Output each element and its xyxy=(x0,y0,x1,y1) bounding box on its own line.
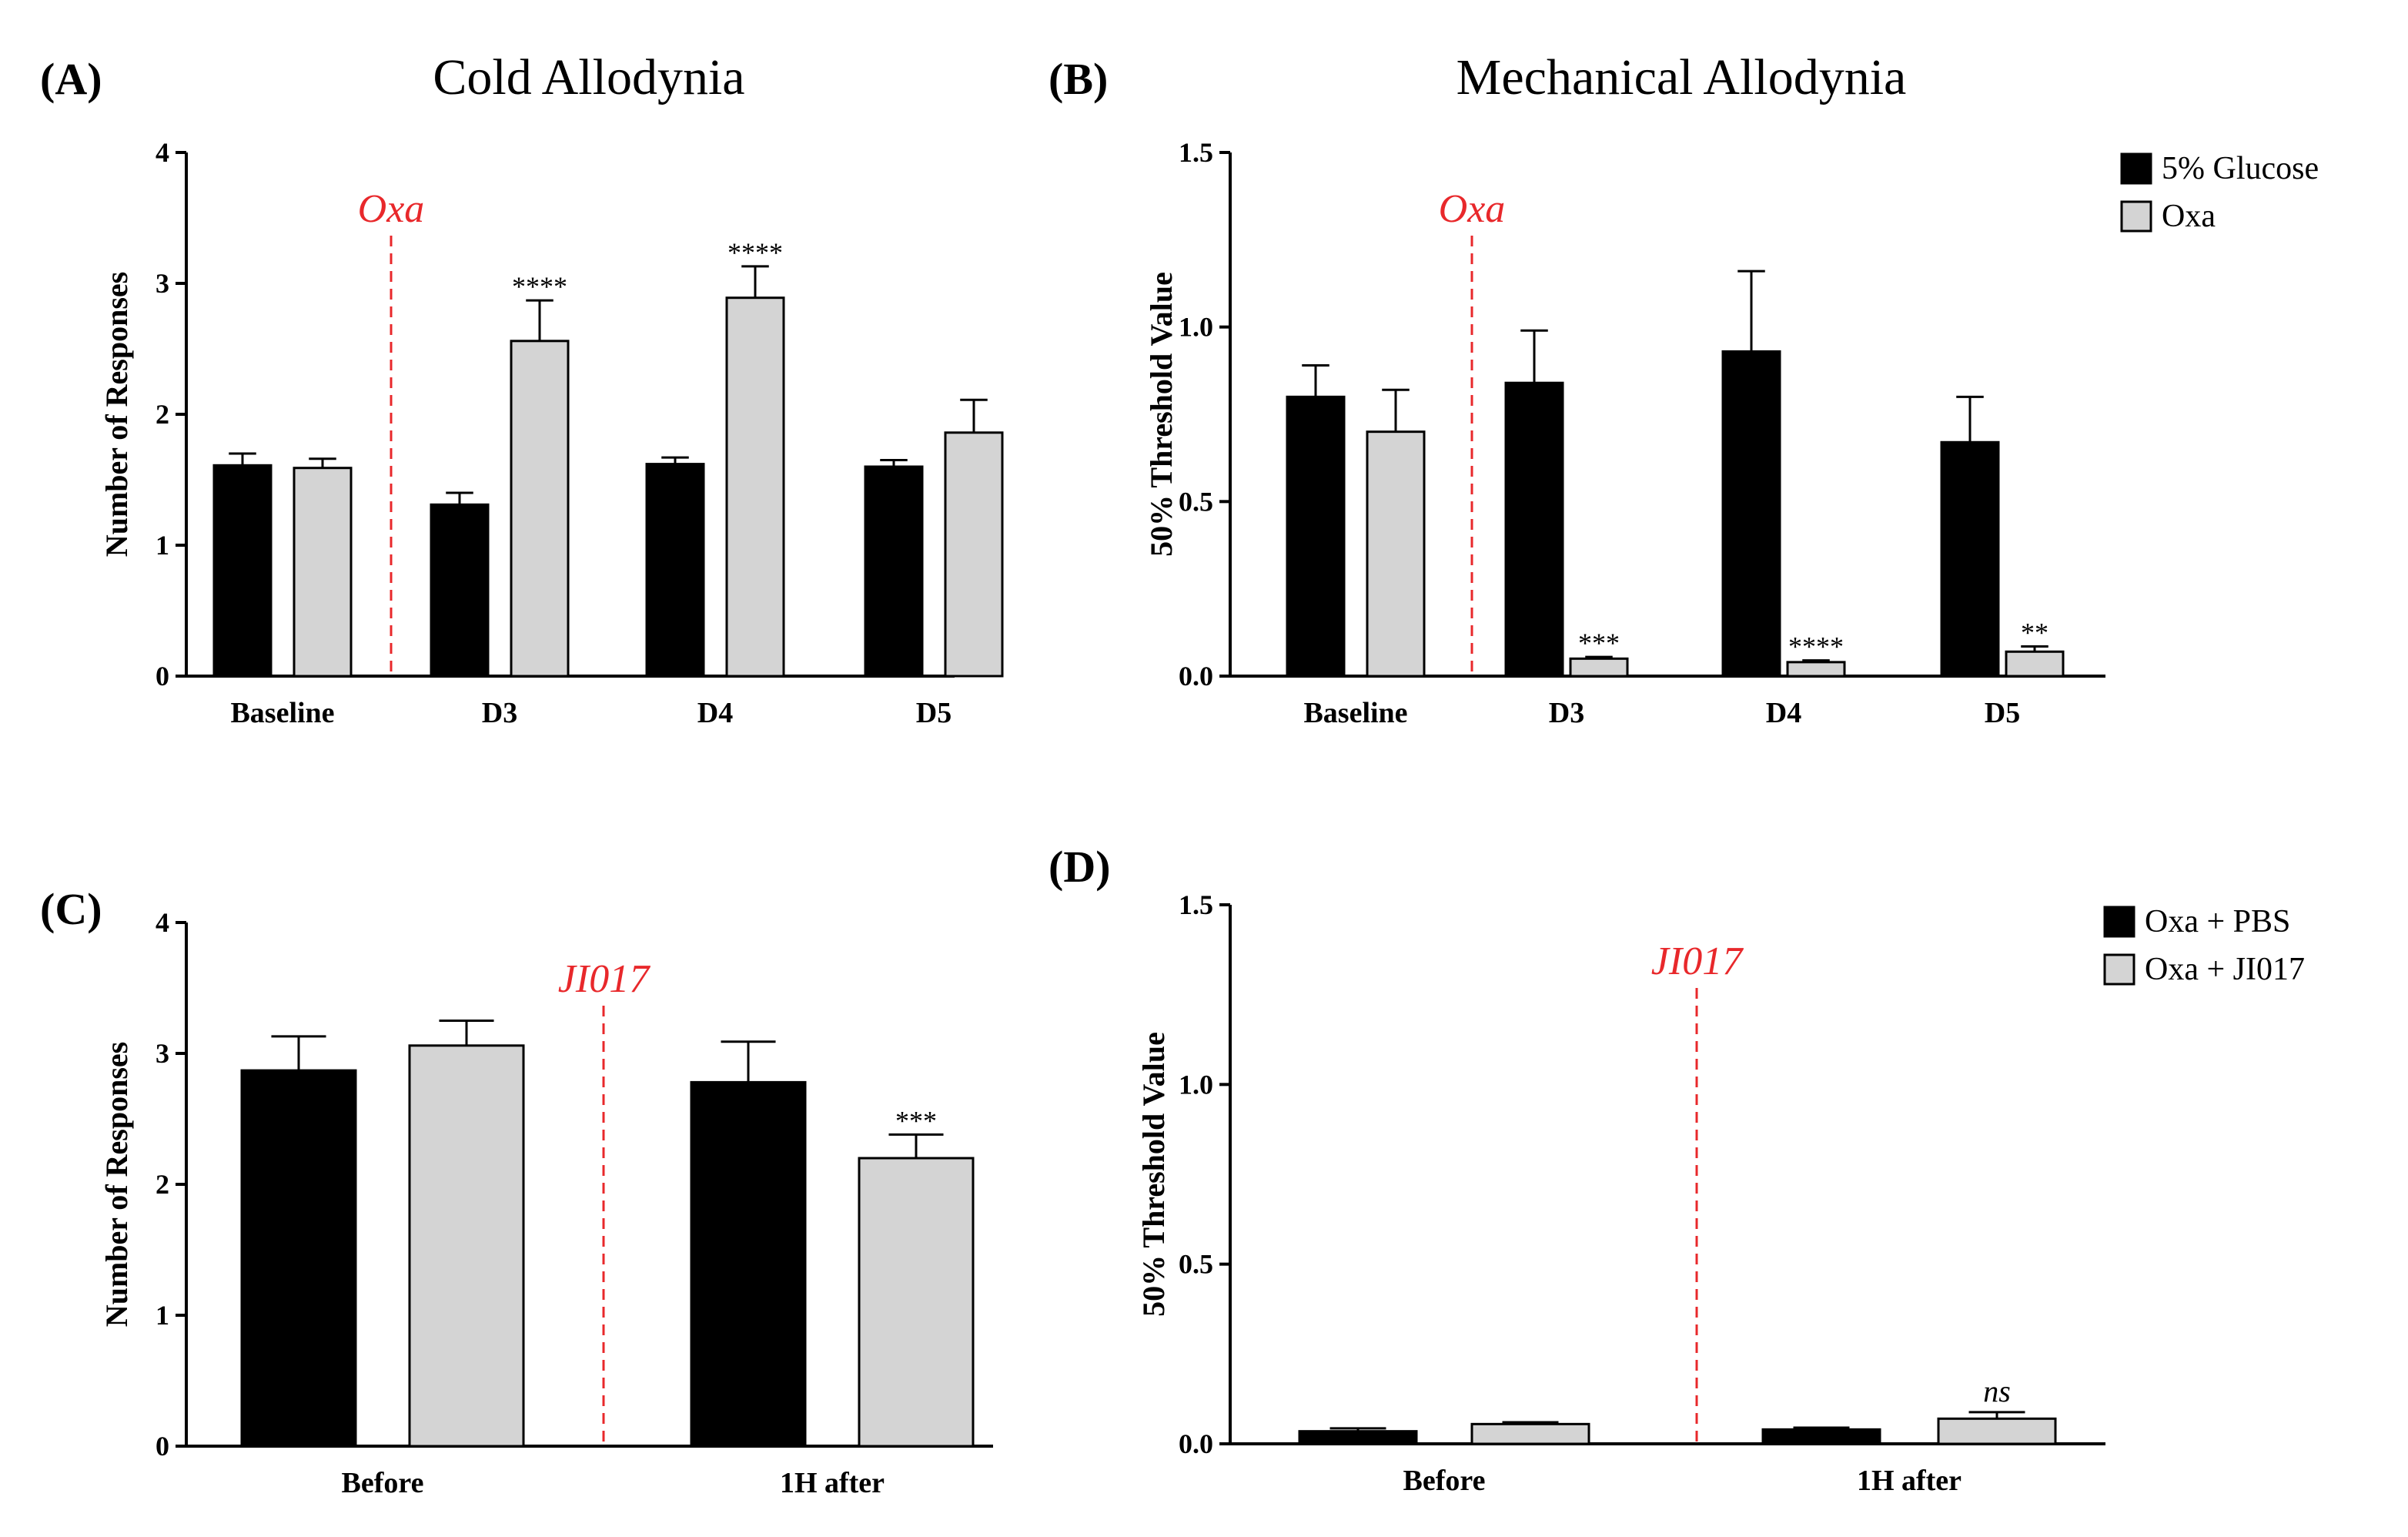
panel-label: (D) xyxy=(1048,842,1111,892)
chart-title: Mechanical Allodynia xyxy=(1457,49,1907,105)
bar xyxy=(864,465,924,678)
y-axis-title: 50% Threshold Value xyxy=(1136,1032,1171,1317)
bar xyxy=(212,464,273,678)
bar xyxy=(1940,440,2000,678)
bar xyxy=(293,467,353,678)
bar xyxy=(2005,650,2065,678)
significance-label: **** xyxy=(1788,631,1844,662)
y-tick-label: 3 xyxy=(156,1038,169,1069)
legend-swatch xyxy=(2120,200,2152,233)
bar xyxy=(1937,1417,2057,1445)
y-axis-title: Number of Responses xyxy=(99,1042,134,1327)
legend: Oxa + PBS Oxa + JI017 xyxy=(2103,904,2305,987)
bar xyxy=(690,1080,807,1448)
bar xyxy=(1569,657,1629,678)
significance-label: **** xyxy=(512,271,567,302)
x-tick-label: Before xyxy=(342,1467,424,1499)
y-axis-title: 50% Threshold Value xyxy=(1144,272,1179,557)
y-tick-label: 3 xyxy=(156,268,169,299)
y-tick-label: 0.5 xyxy=(1179,486,1213,517)
x-tick-label: 1H after xyxy=(780,1467,885,1499)
y-tick-label: 0.0 xyxy=(1179,661,1213,691)
y-tick-label: 0 xyxy=(156,1431,169,1462)
significance-label: *** xyxy=(895,1105,937,1136)
legend-swatch xyxy=(2103,906,2135,938)
treatment-annotation: Oxa xyxy=(1439,187,1506,231)
y-tick-label: 1.0 xyxy=(1179,1069,1213,1100)
y-tick-label: 0 xyxy=(156,661,169,691)
legend-swatch xyxy=(2103,953,2135,986)
panel-label: (C) xyxy=(40,884,102,934)
significance-label: ** xyxy=(2021,617,2048,648)
bar xyxy=(858,1157,975,1448)
bar xyxy=(1298,1430,1418,1445)
legend-entry: Oxa + JI017 xyxy=(2145,952,2305,987)
chart-panel-c: (C) Number of Responses 0 1 2 3 4 Before *** 1H a… xyxy=(40,884,993,1499)
legend-entry: 5% Glucose xyxy=(2162,151,2319,186)
legend-swatch xyxy=(2120,152,2152,185)
bar xyxy=(725,296,785,678)
bar xyxy=(1761,1428,1881,1445)
panel-label: (A) xyxy=(40,54,102,104)
treatment-annotation: JI017 xyxy=(558,957,650,1001)
chart-panel-b: (B) Mechanical Allodynia 50% Threshold Val… xyxy=(1048,49,2319,729)
x-tick-label: Before xyxy=(1403,1465,1486,1497)
treatment-annotation: Oxa xyxy=(358,187,425,231)
legend-entry: Oxa + PBS xyxy=(2145,904,2290,939)
significance-label: **** xyxy=(727,237,783,268)
bar xyxy=(408,1044,525,1448)
bar xyxy=(1470,1422,1590,1445)
chart-panel-d: (D) 50% Threshold Value 0.0 0.5 1.0 1.5 Before… xyxy=(1048,842,2305,1497)
y-tick-label: 0.5 xyxy=(1179,1249,1213,1280)
y-tick-label: 0.0 xyxy=(1179,1428,1213,1459)
bar xyxy=(1286,395,1346,678)
x-tick-label: D5 xyxy=(916,697,951,729)
x-tick-label: 1H after xyxy=(1857,1465,1962,1497)
bar xyxy=(645,463,705,678)
x-tick-label: D4 xyxy=(697,697,733,729)
significance-ns-label: ns xyxy=(1983,1374,2011,1408)
bar xyxy=(430,503,490,678)
x-tick-label: Baseline xyxy=(230,697,334,729)
x-tick-label: D5 xyxy=(1985,697,2020,729)
chart-panel-a: (A) Cold Allodynia Number of Responses 0 1 2 3… xyxy=(40,49,1004,729)
bar xyxy=(240,1069,357,1448)
x-tick-label: D3 xyxy=(482,697,517,729)
x-tick-label: D3 xyxy=(1549,697,1584,729)
y-tick-label: 1.0 xyxy=(1179,312,1213,343)
y-tick-label: 1 xyxy=(156,1300,169,1331)
y-tick-label: 1 xyxy=(156,530,169,561)
y-tick-label: 1.5 xyxy=(1179,889,1213,920)
legend: 5% Glucose Oxa xyxy=(2120,151,2319,234)
y-tick-label: 4 xyxy=(156,907,169,938)
bar xyxy=(1366,430,1426,678)
x-tick-label: Baseline xyxy=(1303,697,1407,729)
bar xyxy=(1504,381,1564,678)
chart-title: Cold Allodynia xyxy=(433,49,744,105)
significance-label: *** xyxy=(1578,628,1620,658)
y-axis-title: Number of Responses xyxy=(99,272,134,557)
bar xyxy=(944,431,1004,678)
bar xyxy=(1786,661,1846,678)
panel-label: (B) xyxy=(1048,54,1108,104)
y-tick-label: 2 xyxy=(156,399,169,430)
x-tick-label: D4 xyxy=(1766,697,1801,729)
y-tick-label: 4 xyxy=(156,137,169,168)
legend-entry: Oxa xyxy=(2162,199,2216,234)
bar xyxy=(1721,350,1781,678)
y-tick-label: 2 xyxy=(156,1169,169,1200)
bar xyxy=(510,340,570,678)
y-tick-label: 1.5 xyxy=(1179,137,1213,168)
treatment-annotation: JI017 xyxy=(1651,939,1744,983)
